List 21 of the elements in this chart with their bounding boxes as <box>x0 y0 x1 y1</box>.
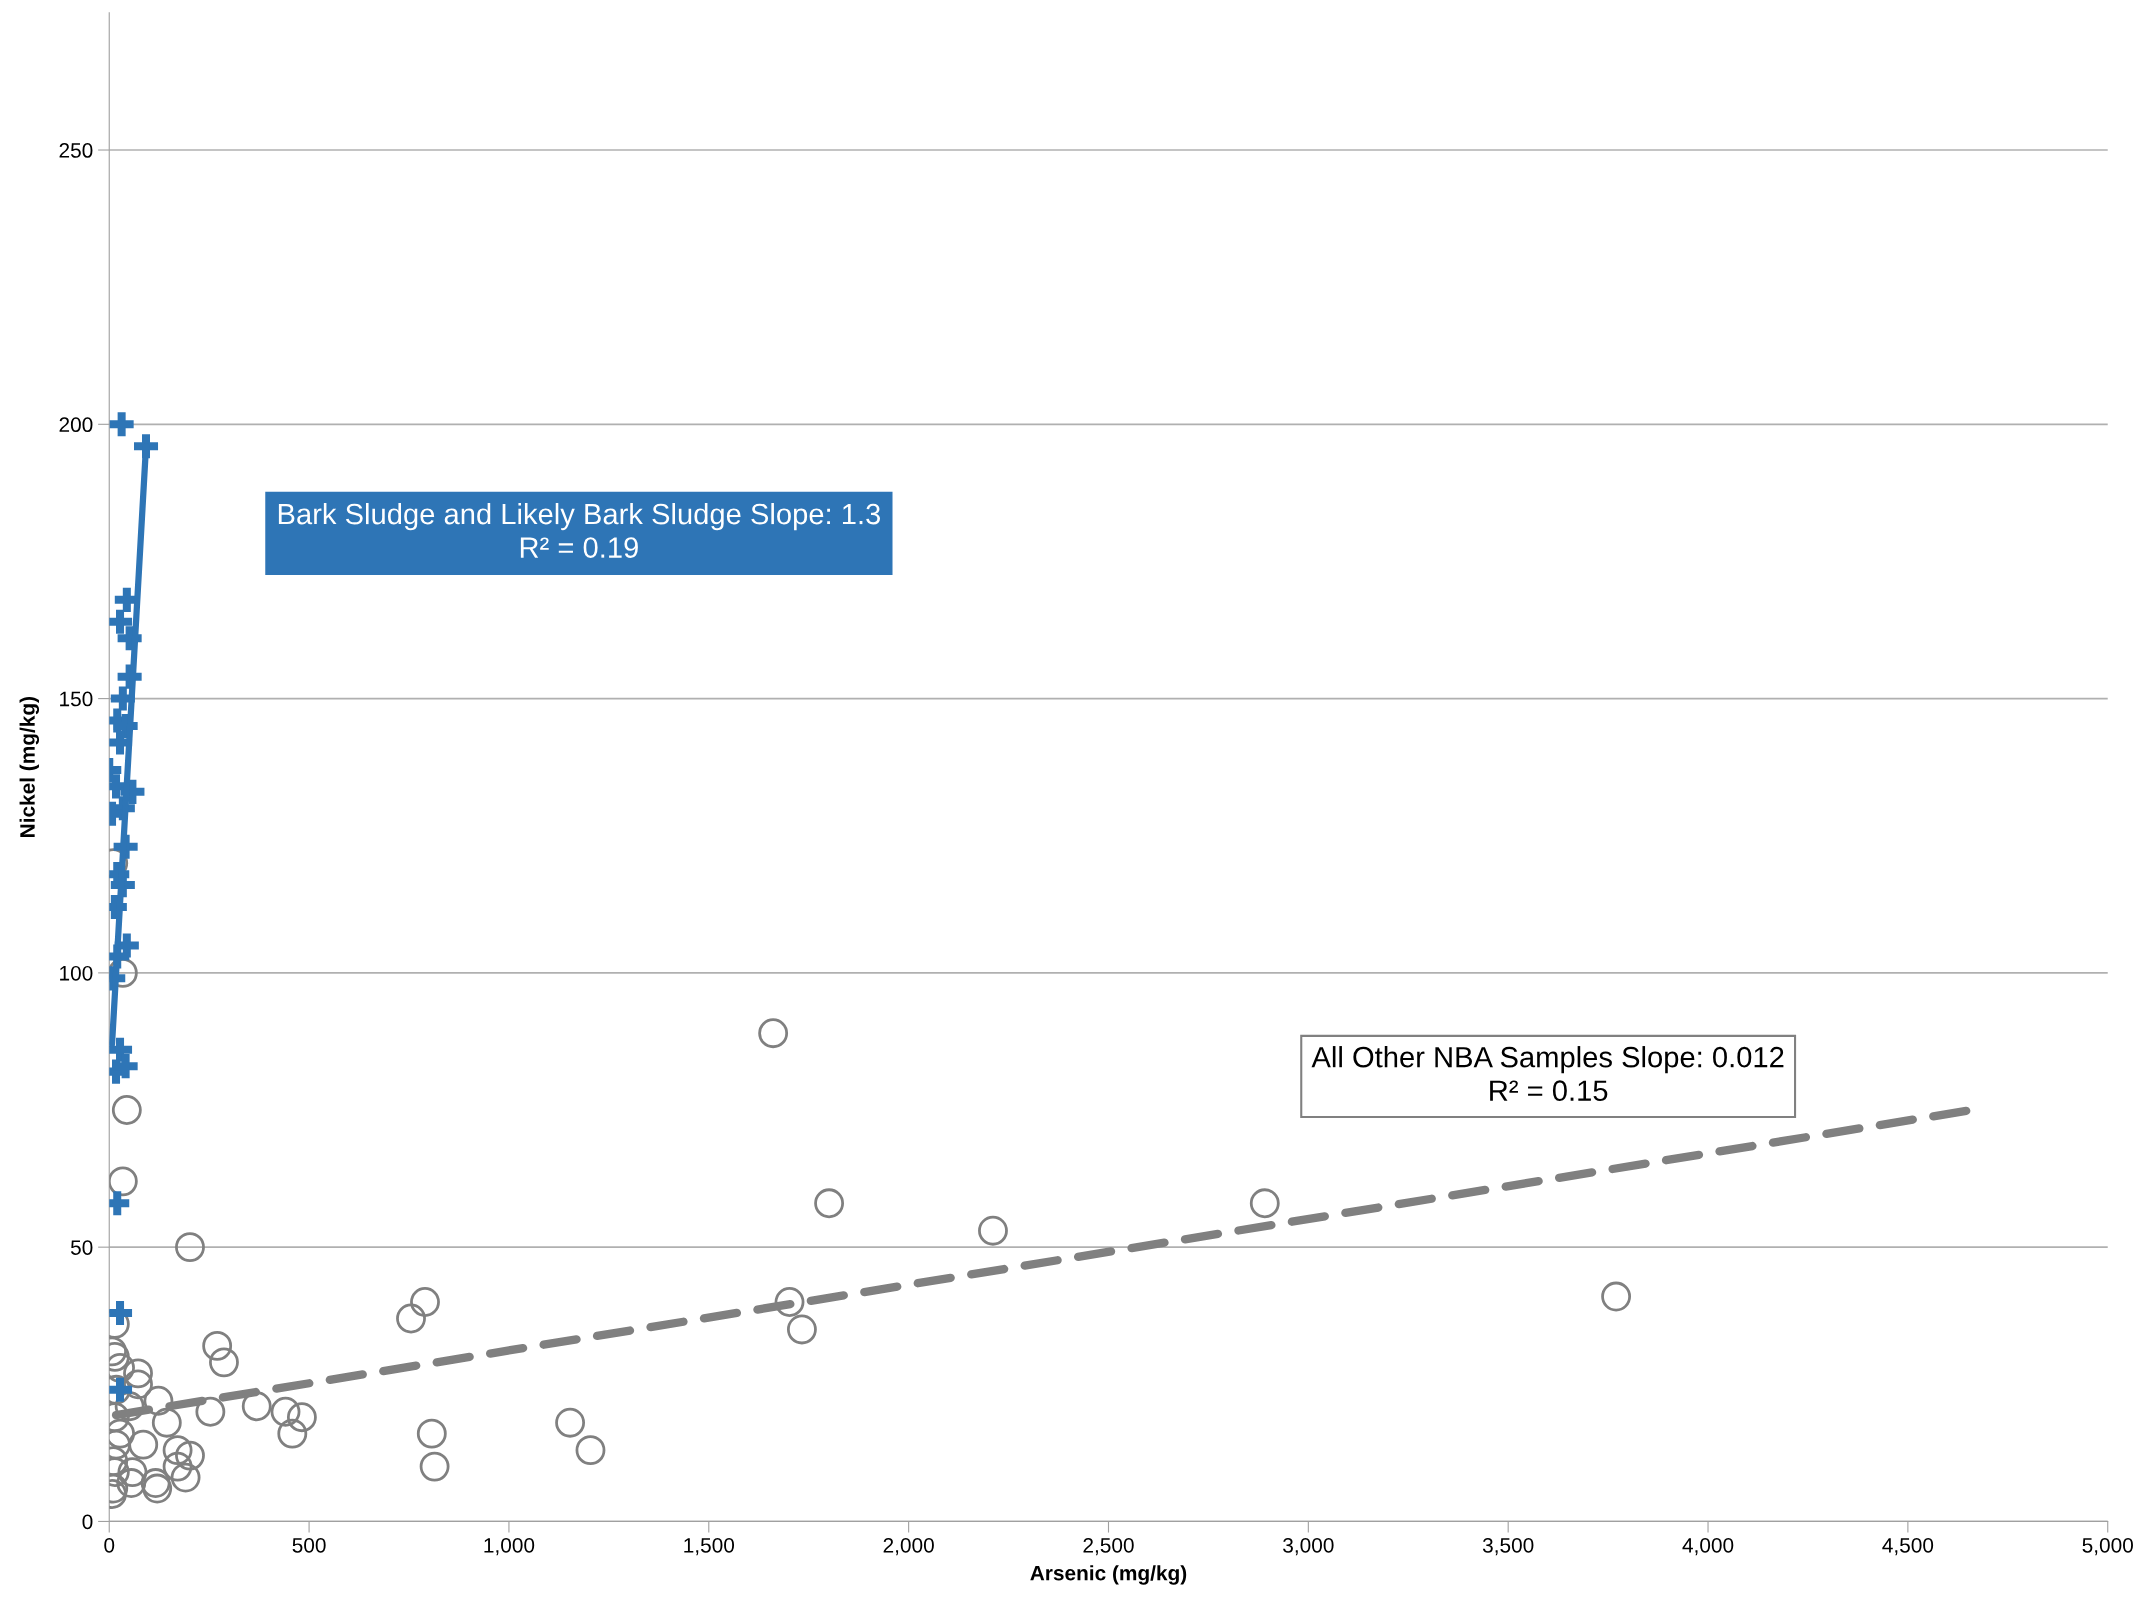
x-tick-label: 1,500 <box>684 1537 735 1556</box>
y-tick-label: 250 <box>59 143 93 158</box>
x-tick-label: 4,500 <box>1882 1537 1934 1556</box>
y-tick-label: 100 <box>60 965 93 981</box>
x-tick-label: 4,000 <box>1682 1537 1734 1556</box>
x-tick-label: 0 <box>104 1537 115 1553</box>
x-tick-label: 3,500 <box>1482 1537 1534 1556</box>
annotation: All Other NBA Samples Slope: 0.012 R² = 0.15 <box>1311 1046 1784 1102</box>
x-tick-label: 2,500 <box>1083 1537 1134 1556</box>
y-axis-title: Nickel (mg/kg) <box>19 697 40 837</box>
y-tick-label: 0 <box>82 1514 93 1530</box>
x-tick-label: 3,000 <box>1283 1537 1334 1556</box>
y-tick-label: 200 <box>59 417 93 433</box>
x-tick-label: 5,000 <box>2082 1537 2133 1556</box>
annotation: Bark Sludge and Likely Bark Sludge Slope: 1.3 R² = 0.19 <box>278 502 881 558</box>
x-tick-label: 500 <box>292 1537 326 1553</box>
y-tick-label: 150 <box>60 691 93 707</box>
y-tick-label: 50 <box>70 1240 93 1255</box>
x-tick-label: 1,000 <box>484 1537 535 1556</box>
x-tick-label: 2,000 <box>883 1537 934 1556</box>
x-axis-title: Arsenic (mg/kg) <box>1030 1565 1187 1585</box>
